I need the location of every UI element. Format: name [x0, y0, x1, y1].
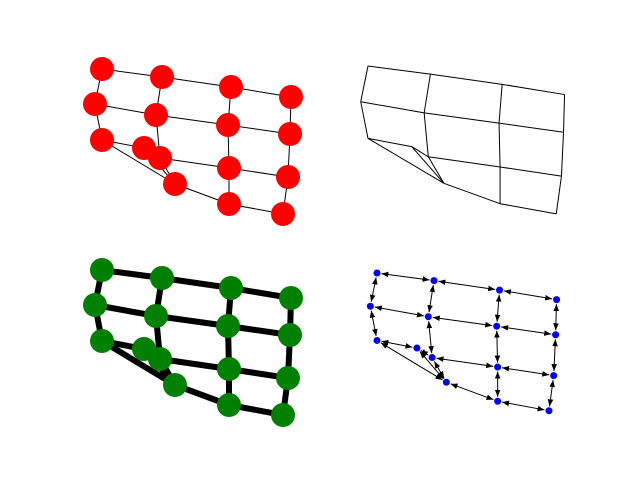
- node: [278, 323, 302, 347]
- node: [217, 156, 241, 180]
- edge: [423, 112, 429, 157]
- node: [217, 357, 241, 381]
- node: [553, 296, 561, 304]
- edge: [424, 112, 500, 124]
- edge: [553, 304, 560, 331]
- edge: [367, 137, 445, 184]
- edge: [499, 203, 557, 215]
- edge: [367, 137, 412, 148]
- node: [83, 293, 107, 317]
- node: [494, 363, 502, 371]
- node: [373, 336, 381, 344]
- edge: [427, 284, 435, 313]
- node: [373, 269, 381, 277]
- edge: [438, 279, 496, 292]
- graph-panel: [83, 258, 303, 427]
- node: [494, 397, 502, 405]
- edge: [560, 132, 565, 177]
- edge: [369, 310, 378, 337]
- node: [279, 85, 303, 109]
- edge: [501, 325, 552, 336]
- edge: [155, 313, 229, 329]
- edge: [360, 101, 369, 139]
- node: [90, 329, 114, 353]
- node: [148, 347, 172, 371]
- edge: [427, 156, 445, 184]
- node: [150, 266, 174, 290]
- edge: [443, 182, 501, 205]
- graph-panel: [83, 57, 303, 226]
- node: [163, 373, 187, 397]
- node: [552, 331, 560, 339]
- edge: [369, 277, 378, 302]
- node: [279, 286, 303, 310]
- edge: [502, 366, 550, 377]
- edge: [450, 383, 494, 401]
- node: [413, 344, 421, 352]
- graph-panel: [366, 269, 561, 415]
- edge: [367, 65, 431, 75]
- node: [144, 103, 168, 127]
- node: [219, 75, 243, 99]
- edge: [428, 156, 501, 168]
- edge: [430, 73, 503, 85]
- edge: [551, 339, 558, 372]
- node: [442, 378, 450, 386]
- node: [90, 57, 114, 81]
- node: [545, 407, 553, 415]
- graph-panel: [360, 65, 566, 215]
- edge: [381, 271, 430, 282]
- edge: [555, 176, 562, 214]
- edge: [155, 114, 229, 126]
- node: [163, 172, 187, 196]
- node: [428, 354, 436, 362]
- edge: [374, 305, 424, 318]
- edge: [426, 321, 434, 354]
- edge: [100, 338, 177, 388]
- edge: [494, 294, 502, 322]
- edge: [436, 356, 494, 369]
- edge: [360, 65, 369, 102]
- edge: [498, 123, 501, 167]
- node: [219, 276, 243, 300]
- edge: [498, 122, 564, 133]
- edge: [101, 139, 176, 185]
- node: [271, 202, 295, 226]
- node: [430, 277, 438, 285]
- edge: [500, 166, 562, 177]
- node: [493, 322, 501, 330]
- node: [366, 302, 374, 310]
- edge: [360, 101, 425, 114]
- node: [276, 366, 300, 390]
- edge: [498, 84, 503, 124]
- node: [550, 372, 558, 380]
- node: [90, 128, 114, 152]
- edge: [432, 315, 493, 328]
- node: [278, 122, 302, 146]
- node: [216, 113, 240, 137]
- edge: [380, 342, 443, 381]
- node: [216, 314, 240, 338]
- node: [271, 403, 295, 427]
- node: [424, 313, 432, 321]
- node: [496, 286, 504, 294]
- edge: [411, 146, 445, 184]
- node: [83, 92, 107, 116]
- node: [276, 165, 300, 189]
- node: [90, 258, 114, 282]
- node: [217, 192, 241, 216]
- edge: [494, 330, 501, 363]
- node: [144, 304, 168, 328]
- edge: [423, 74, 431, 113]
- node: [150, 65, 174, 89]
- edge: [501, 400, 545, 412]
- edge: [503, 289, 553, 301]
- edge: [411, 146, 429, 158]
- edge: [547, 379, 555, 407]
- edge: [563, 94, 566, 133]
- node: [148, 146, 172, 170]
- edge: [502, 83, 565, 96]
- node: [217, 393, 241, 417]
